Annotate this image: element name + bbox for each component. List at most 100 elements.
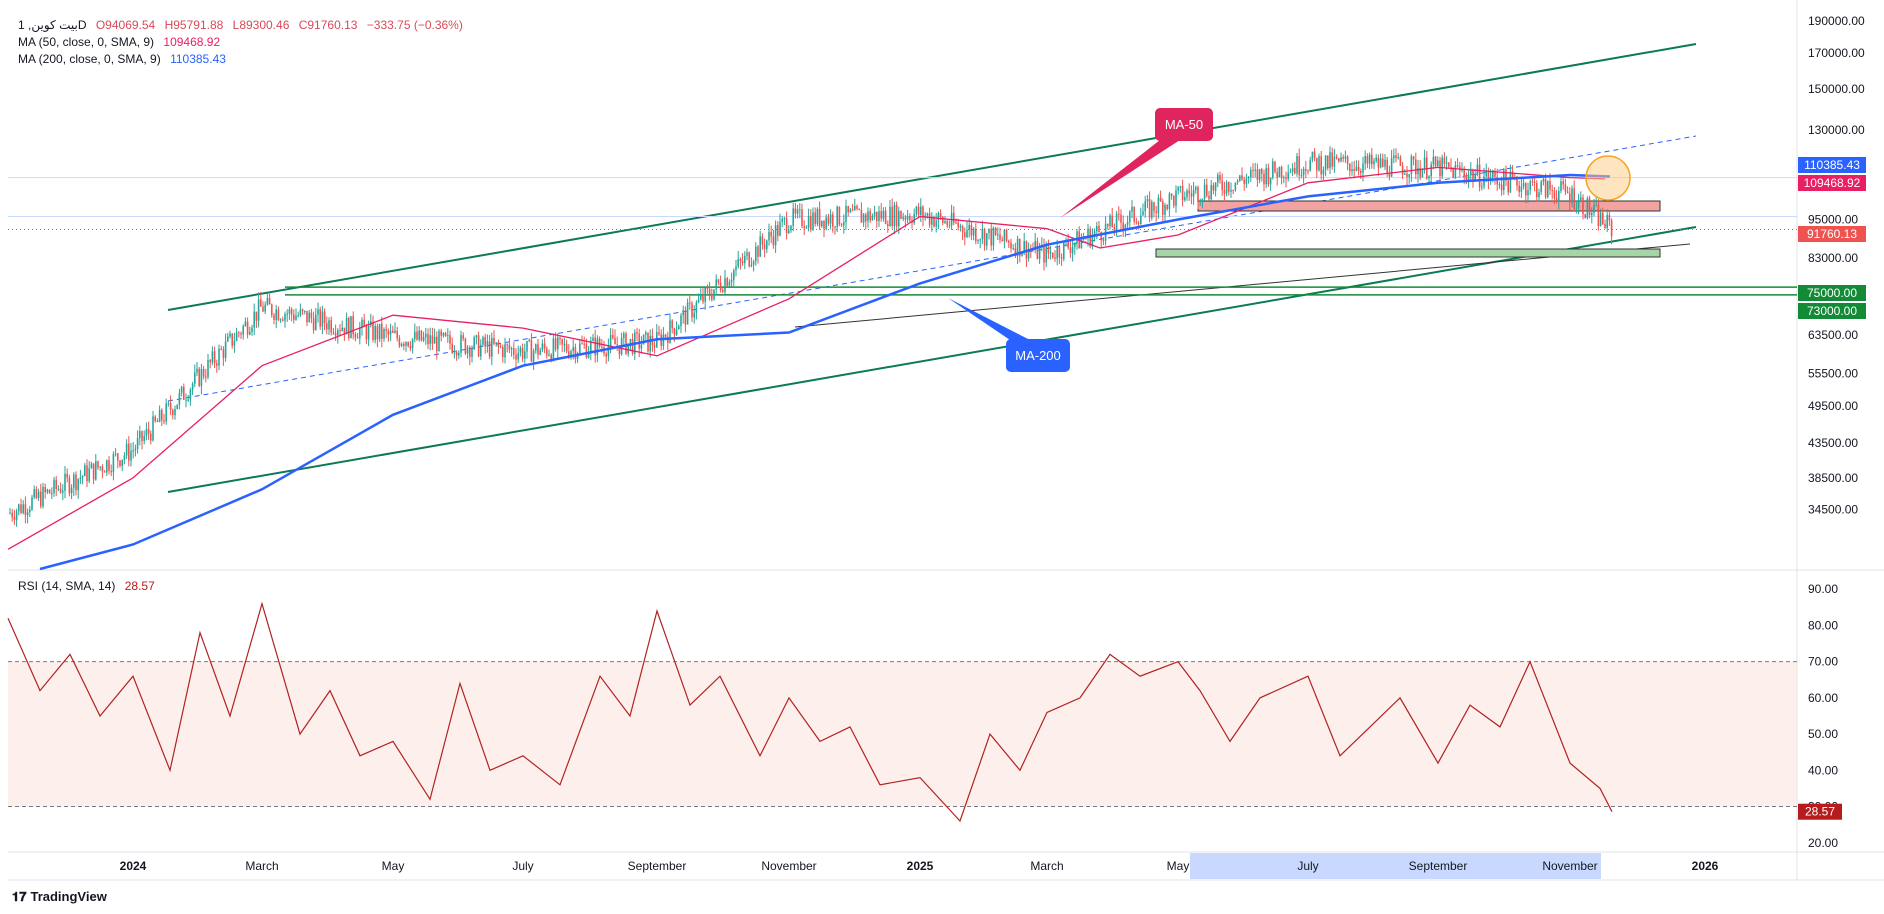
candle-body — [1300, 174, 1303, 176]
candle-body — [1439, 160, 1441, 177]
candle-body — [1234, 182, 1237, 191]
candle-body — [235, 332, 238, 341]
candle-body — [680, 315, 682, 327]
candle-body — [400, 343, 403, 346]
candle-body — [1126, 221, 1129, 225]
candle-body — [209, 360, 211, 363]
candle-body — [568, 351, 570, 358]
candle-body — [1272, 161, 1274, 178]
candle-body — [1184, 197, 1186, 201]
candle-body — [1049, 252, 1052, 254]
candles — [9, 146, 1613, 527]
rsi-tag-label: 28.57 — [1805, 805, 1835, 819]
time-tick-label: September — [1409, 859, 1468, 873]
time-tick-label: July — [512, 859, 533, 873]
candle-body — [1313, 151, 1316, 158]
candle-body — [521, 347, 524, 359]
rsi-legend[interactable]: RSI (14, SMA, 14) 28.57 — [18, 578, 161, 594]
candle-body — [150, 433, 152, 441]
tradingview-logo[interactable]: 𝟏𝟕 TradingView — [12, 889, 107, 905]
candle-body — [999, 234, 1001, 240]
ma50-legend[interactable]: MA (50, close, 0, SMA, 9) 109468.92 — [18, 34, 226, 50]
candle-body — [343, 327, 346, 335]
candle-body — [387, 330, 390, 335]
candle-body — [1177, 187, 1179, 191]
price-tag-label: 73000.00 — [1807, 304, 1857, 318]
candle-body — [1342, 157, 1344, 159]
candle-body — [1610, 220, 1613, 237]
candle-body — [1243, 179, 1245, 184]
candle-body — [900, 210, 902, 219]
candle-body — [625, 333, 627, 354]
candle-body — [1225, 182, 1228, 194]
candle-body — [1459, 166, 1461, 171]
candle-body — [1190, 193, 1193, 197]
candle-body — [554, 338, 557, 350]
candle-body — [994, 227, 997, 235]
candle-body — [97, 461, 99, 468]
candle-body — [1595, 205, 1597, 207]
candle-body — [691, 303, 693, 318]
candle-body — [640, 344, 643, 349]
candle-body — [1393, 155, 1395, 159]
candle-body — [319, 309, 321, 327]
candle-body — [242, 326, 244, 335]
candle-body — [1604, 224, 1606, 228]
candle-body — [1001, 239, 1003, 242]
candle-body — [330, 320, 332, 333]
candle-body — [1071, 246, 1074, 254]
candle-body — [609, 335, 612, 346]
candle-body — [378, 323, 381, 340]
candle-body — [1063, 240, 1065, 259]
candle-body — [997, 234, 999, 236]
candle-body — [1487, 170, 1490, 182]
candle-body — [326, 323, 328, 330]
candle-body — [114, 453, 117, 455]
candle-body — [693, 312, 695, 318]
candle-body — [1375, 157, 1377, 161]
candle-body — [1401, 165, 1404, 175]
candle-body — [1465, 176, 1468, 182]
candle-body — [1291, 167, 1294, 173]
candle-body — [286, 313, 288, 315]
candle-body — [612, 335, 614, 338]
candle-body — [678, 326, 680, 330]
candle-body — [438, 331, 440, 352]
candle-body — [180, 386, 183, 393]
candle-body — [1520, 186, 1523, 192]
candle-body — [1566, 191, 1569, 194]
candle-body — [559, 337, 561, 340]
candle-body — [1606, 214, 1608, 228]
candle-body — [986, 233, 988, 246]
candle-body — [515, 354, 517, 360]
candle-body — [1406, 173, 1408, 177]
candle-body — [856, 205, 858, 209]
candle-body — [895, 205, 898, 227]
candle-body — [466, 347, 469, 354]
candle-body — [312, 318, 315, 331]
candle-body — [513, 348, 515, 355]
ma200-callout-pointer — [948, 298, 1030, 340]
candle-body — [1263, 173, 1265, 185]
ma50-callout-box — [1155, 108, 1213, 141]
candle-body — [1201, 198, 1204, 202]
candle-body — [323, 311, 326, 324]
candle-body — [966, 229, 968, 237]
candle-body — [638, 333, 640, 349]
candle-body — [282, 319, 284, 321]
candle-body — [728, 281, 731, 286]
candle-body — [1137, 222, 1140, 225]
price-tag-bg — [1798, 303, 1866, 319]
candle-body — [211, 351, 214, 363]
candle-body — [145, 429, 148, 436]
candle-body — [854, 205, 856, 211]
candle-body — [812, 212, 814, 230]
candle-body — [143, 435, 145, 442]
candle-body — [1481, 186, 1483, 188]
ma200-legend[interactable]: MA (200, close, 0, SMA, 9) 110385.43 — [18, 51, 232, 67]
candle-body — [528, 339, 530, 341]
candle-body — [631, 339, 634, 354]
candle-body — [917, 206, 920, 216]
candle-body — [1542, 178, 1545, 182]
